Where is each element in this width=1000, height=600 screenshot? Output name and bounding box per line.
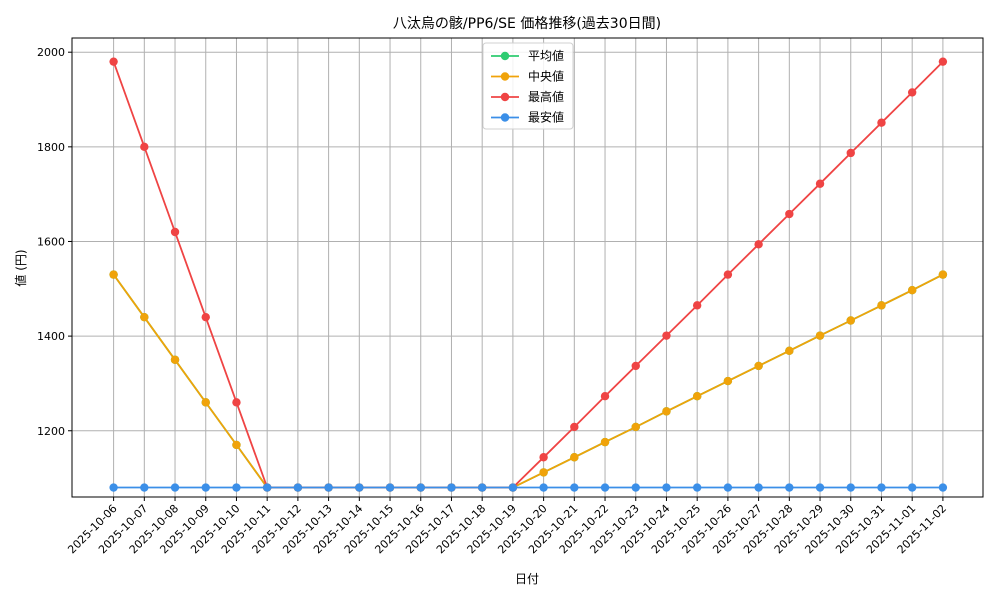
legend-box — [482, 42, 574, 130]
series-最高値 — [109, 57, 948, 492]
data-point — [662, 407, 671, 416]
series-中央値 — [109, 270, 948, 492]
data-point — [600, 392, 610, 401]
data-point — [508, 483, 518, 492]
data-point — [232, 398, 241, 407]
y-tick-label: 2000 — [37, 46, 65, 59]
data-point — [631, 361, 640, 371]
series-平均値 — [109, 270, 948, 492]
data-point — [570, 483, 579, 492]
data-point — [815, 331, 825, 340]
chart-title: 八汰烏の骸/PP6/SE 価格推移(過去30日間) — [393, 15, 661, 32]
y-axis-label: 値 (円) — [13, 249, 28, 286]
legend-swatch-marker — [500, 51, 510, 61]
data-point — [815, 483, 825, 492]
data-point — [539, 468, 548, 477]
x-axis-label: 日付 — [515, 572, 539, 586]
data-point — [170, 227, 180, 237]
grid — [72, 38, 983, 497]
data-point — [570, 453, 579, 462]
y-axis: 1200 1400 1600 1800 2000 — [37, 46, 72, 438]
y-tick-label: 1400 — [37, 330, 65, 343]
data-point — [785, 346, 794, 355]
data-point — [692, 483, 702, 492]
data-point — [201, 398, 210, 407]
data-point — [754, 361, 763, 371]
data-point — [785, 483, 794, 492]
plot-frame — [71, 37, 984, 498]
series-line — [112, 273, 944, 489]
data-point — [140, 483, 149, 492]
data-point — [201, 312, 210, 322]
data-point — [907, 88, 917, 97]
data-point — [877, 118, 886, 127]
y-tick-label: 1800 — [37, 141, 65, 154]
data-point — [600, 483, 610, 492]
data-point — [539, 483, 548, 492]
data-point — [232, 440, 241, 450]
series-line — [112, 61, 944, 489]
data-point — [846, 148, 855, 158]
series-group — [109, 57, 948, 492]
legend-swatch-marker — [500, 92, 510, 102]
data-point — [785, 209, 794, 219]
data-point — [140, 312, 149, 322]
data-point — [938, 483, 948, 492]
data-point — [938, 57, 948, 66]
data-point — [109, 483, 118, 492]
data-point — [170, 483, 180, 492]
data-point — [723, 483, 733, 492]
legend-label: 最安値 — [528, 110, 564, 125]
data-point — [938, 270, 948, 279]
data-point — [385, 483, 395, 492]
data-point — [754, 240, 763, 249]
data-point — [416, 483, 425, 492]
data-point — [324, 483, 333, 492]
data-point — [907, 286, 917, 295]
data-point — [170, 355, 180, 364]
legend-label: 中央値 — [528, 69, 564, 84]
data-point — [262, 483, 272, 492]
data-point — [754, 483, 763, 492]
legend-label: 平均値 — [528, 48, 564, 63]
data-point — [631, 483, 640, 492]
data-point — [109, 57, 118, 66]
data-point — [846, 483, 855, 492]
x-axis: 2025-10-062025-10-072025-10-082025-10-09… — [65, 497, 949, 556]
data-point — [570, 422, 579, 432]
data-point — [723, 270, 733, 279]
data-point — [293, 483, 303, 492]
legend-label: 最高値 — [528, 89, 564, 104]
data-point — [201, 483, 210, 492]
data-point — [232, 483, 241, 492]
series-line — [112, 273, 944, 489]
legend-swatch-marker — [500, 113, 510, 122]
data-point — [477, 483, 487, 492]
data-point — [692, 392, 702, 401]
data-point — [877, 483, 886, 492]
series-最安値 — [109, 483, 948, 492]
y-tick-label: 1200 — [37, 425, 65, 438]
legend-swatch-marker — [500, 72, 510, 81]
data-point — [846, 316, 855, 325]
data-point — [355, 483, 364, 492]
data-point — [140, 142, 149, 152]
data-point — [815, 179, 825, 188]
data-point — [692, 301, 702, 310]
data-point — [447, 483, 456, 492]
data-point — [109, 270, 118, 279]
data-point — [662, 331, 671, 340]
data-point — [600, 437, 610, 447]
data-point — [631, 422, 640, 432]
y-tick-label: 1600 — [37, 235, 65, 248]
data-point — [877, 301, 886, 310]
data-point — [907, 483, 917, 492]
data-point — [662, 483, 671, 492]
data-point — [723, 376, 733, 386]
data-point — [539, 453, 548, 462]
